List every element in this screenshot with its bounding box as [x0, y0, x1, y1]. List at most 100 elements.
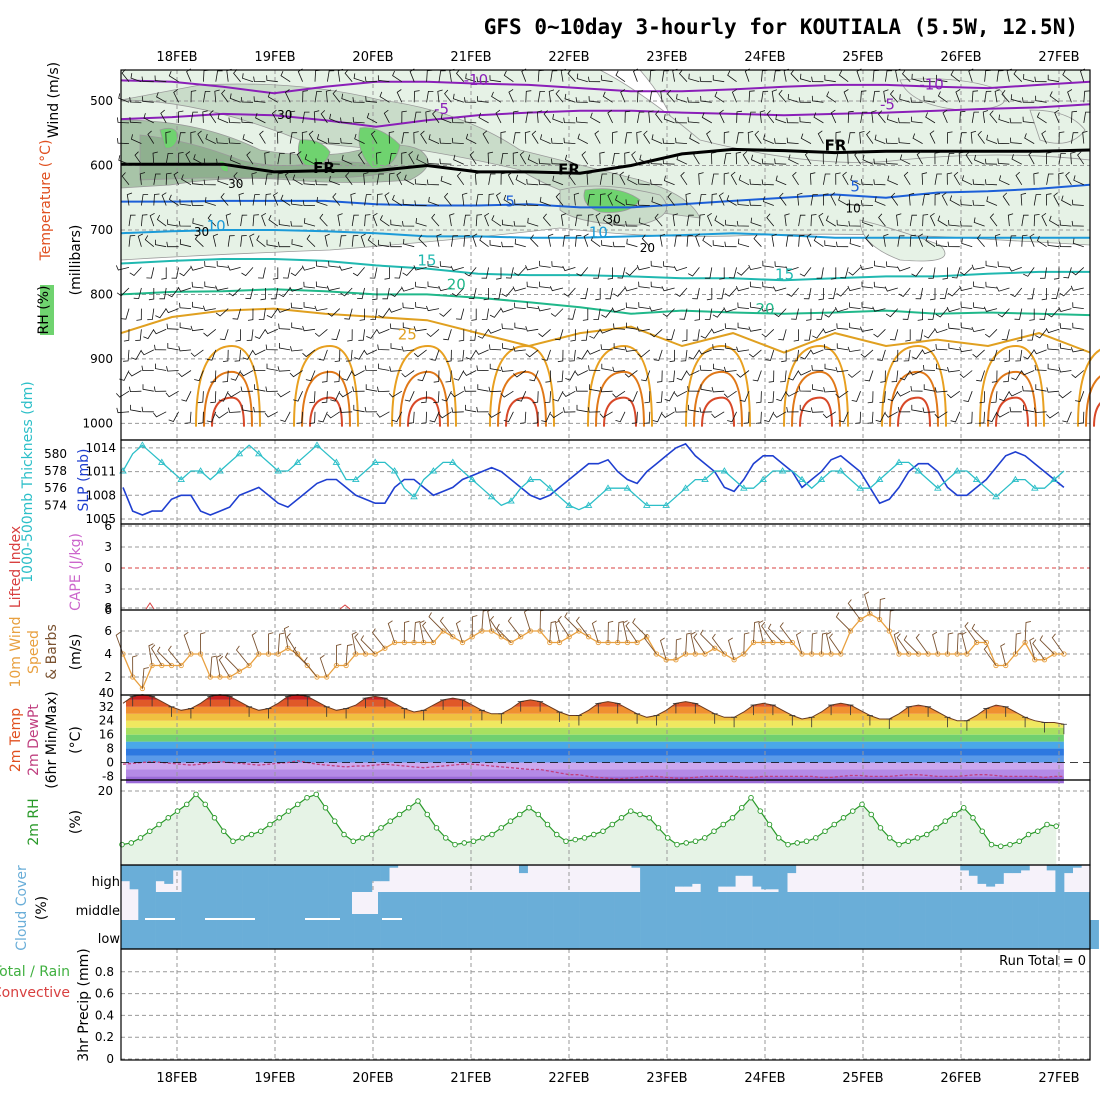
wind-barb: [350, 192, 356, 206]
temp-minmax-whisker: [789, 715, 796, 726]
wind-barb: [525, 326, 539, 332]
wind-barb: [727, 70, 737, 83]
wind-barb-10m: [983, 645, 997, 666]
temp-minmax-whisker: [1041, 722, 1048, 733]
wind-barb: [436, 233, 442, 247]
wind-barb: [934, 173, 942, 185]
wind-barb: [1002, 192, 1010, 206]
rh-shading: [859, 219, 946, 262]
wind-barb: [242, 73, 254, 83]
wind-barb: [989, 213, 998, 227]
wind-barb: [850, 174, 861, 186]
cloud-bar-middle: [1064, 892, 1073, 920]
wind-barb: [1063, 267, 1072, 279]
wind-barb: [773, 70, 781, 82]
wind-barb: [936, 363, 948, 371]
wind-barb: [905, 329, 911, 342]
wind-barb: [402, 221, 415, 227]
cloud-bar-middle: [640, 892, 650, 920]
wind-barb: [1007, 213, 1014, 227]
cloud-bar-high: [960, 865, 970, 871]
wind-barb: [599, 193, 606, 206]
wind-barb: [792, 171, 799, 186]
cloud-bar-high: [121, 865, 130, 882]
wind-barb: [465, 349, 477, 360]
wind-barb: [730, 171, 737, 185]
wind-barb: [437, 89, 443, 103]
cloud-bar-low: [709, 920, 719, 949]
wind-barb: [392, 70, 403, 83]
wind-barb: [367, 235, 378, 248]
cloud-bar-low: [371, 920, 381, 949]
wind-barb: [590, 112, 601, 124]
wind-barb: [203, 158, 216, 165]
wind-barb: [215, 70, 223, 82]
wind-barb: [308, 130, 316, 144]
wind-barb: [219, 329, 229, 341]
rh2m-area: [122, 794, 1057, 864]
wind-barb: [456, 172, 465, 186]
wind-barb: [526, 302, 539, 309]
wind-barb: [737, 322, 750, 330]
wind-barb: [232, 308, 241, 320]
wind-barb: [576, 267, 589, 277]
wind-barb-10m: [1029, 637, 1036, 660]
wind-tick-label: 8: [104, 601, 112, 615]
wind-barb: [216, 158, 229, 165]
wind-barb: [676, 93, 688, 103]
wind-barb: [503, 194, 514, 206]
wind-barb: [909, 214, 917, 227]
wind-barb: [1001, 89, 1010, 103]
wind-barb: [476, 365, 489, 371]
wind-barb: [137, 233, 143, 247]
cloud-bar-low: [172, 920, 182, 949]
rh2m-point: [507, 818, 514, 824]
wind-barb: [867, 411, 874, 424]
wind-barb: [277, 390, 291, 398]
wind-barb: [811, 365, 824, 371]
cloud-bar-low: [276, 920, 286, 949]
wind-barb: [804, 151, 812, 165]
wind-barb-10m: [200, 632, 206, 655]
isotherm-label: -10: [464, 71, 489, 89]
rh2m-point: [387, 818, 394, 824]
wind-barb: [217, 176, 229, 186]
wind-barb: [631, 411, 638, 424]
wind-barb: [799, 267, 812, 277]
wind-barb: [191, 200, 204, 206]
wind-barb: [761, 90, 769, 103]
temp-minmax-whisker: [478, 709, 485, 721]
wind-barb: [583, 233, 589, 247]
wind-barb: [886, 114, 898, 124]
rh2m-point: [942, 818, 949, 824]
wind-barb: [191, 281, 204, 289]
wind-barb: [315, 158, 328, 165]
isotherm-label: 25: [398, 326, 417, 344]
temp-minmax-whisker: [595, 702, 602, 714]
temp-band: [126, 762, 1064, 770]
rh2m-point: [239, 835, 245, 841]
wind-barb: [581, 151, 589, 165]
wind-barb: [210, 391, 217, 404]
wind-barb: [680, 171, 688, 186]
wind-barb: [203, 179, 216, 186]
wind-barb: [549, 285, 564, 292]
cloud-bar-low: [216, 920, 226, 949]
wind-speed-point: [847, 628, 854, 634]
wind-barb: [421, 391, 427, 404]
rh2m-point: [119, 841, 125, 848]
wind-barb: [1015, 171, 1023, 186]
wind-speed-point: [692, 651, 698, 657]
wind-barb: [862, 217, 874, 227]
cloud-bar-middle: [761, 892, 771, 920]
wind-barb: [563, 137, 576, 144]
wind-barb: [491, 215, 502, 227]
wind-barb: [835, 131, 841, 144]
wind-barb: [589, 384, 601, 392]
wind-barb: [488, 193, 495, 206]
wind-barb: [835, 307, 849, 313]
thickness-marker: [138, 441, 147, 448]
wind-barb: [688, 267, 700, 277]
wind-barb: [896, 213, 902, 227]
wind-barb: [624, 132, 632, 144]
